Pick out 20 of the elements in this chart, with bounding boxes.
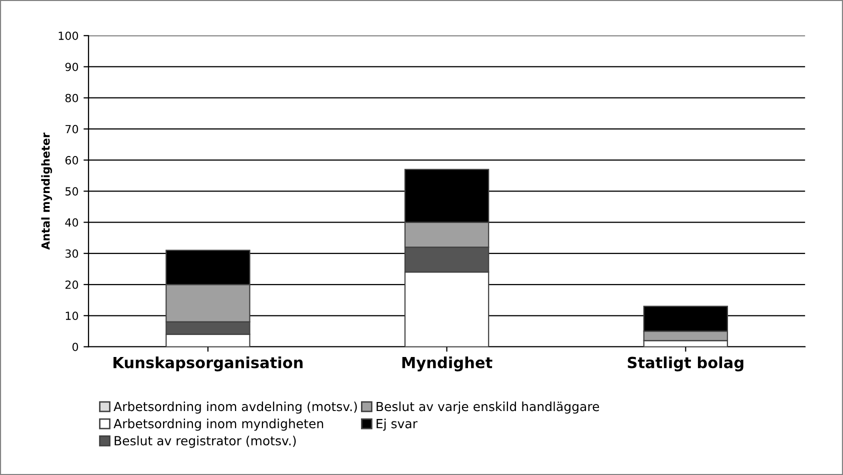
legend-label: Beslut av varje enskild handläggare [376,402,600,414]
legend-label: Ej svar [376,418,418,431]
y-tick-label: 40 [65,218,78,227]
legend-label: Arbetsordning inom avdelning (motsv.) [114,402,357,414]
y-tick-label: 70 [66,124,78,134]
y-axis-title: Antal myndigheter [41,132,52,250]
y-tick-label: 80 [65,94,78,102]
legend-label: Beslut av registrator (motsv.) [114,436,296,448]
y-tick-label: 0 [72,342,78,352]
x-tick-label: Statligt bolag [628,356,744,372]
y-tick-label: 10 [66,312,78,320]
y-tick-label: 60 [65,156,78,164]
y-tick-label: 100 [58,32,78,40]
y-tick-label: 50 [66,187,78,196]
y-tick-label: 20 [65,280,78,289]
x-tick-label: Kunskapsorganisation [114,356,303,372]
y-tick-label: 90 [65,62,78,72]
x-tick-label: Myndighet [402,356,492,372]
y-tick-label: 30 [66,249,78,258]
legend-label: Arbetsordning inom myndigheten [114,418,324,431]
